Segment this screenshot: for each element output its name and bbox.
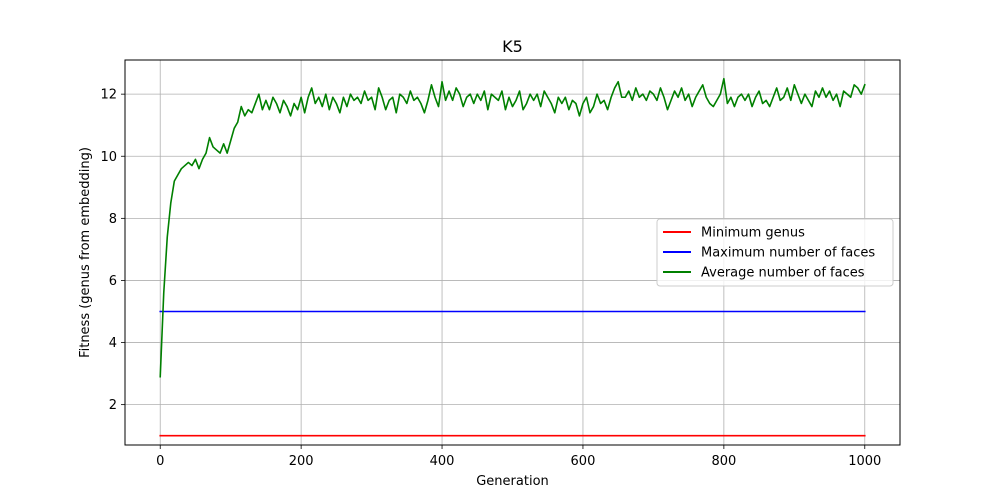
y-tick-label: 2 bbox=[109, 398, 117, 413]
legend: Minimum genus Maximum number of faces Av… bbox=[656, 218, 894, 287]
legend-box bbox=[656, 218, 894, 287]
chart-title: K5 bbox=[502, 37, 523, 56]
y-tick-label: 4 bbox=[109, 336, 117, 351]
y-tick-label: 8 bbox=[109, 212, 117, 227]
series-lines bbox=[159, 77, 866, 437]
y-tick-label: 6 bbox=[109, 274, 117, 289]
plot-frame bbox=[124, 59, 901, 446]
x-tick-label: 0 bbox=[156, 454, 164, 469]
legend-label-minimum-genus: Minimum genus bbox=[701, 226, 805, 241]
x-tick-label: 600 bbox=[571, 454, 596, 469]
legend-label-maximum-faces: Maximum number of faces bbox=[701, 246, 875, 261]
y-tick-label: 12 bbox=[100, 88, 117, 103]
x-tick-label: 1000 bbox=[848, 454, 881, 469]
x-tick-label: 800 bbox=[711, 454, 736, 469]
series-line-average-faces bbox=[159, 77, 866, 378]
x-tick-label: 200 bbox=[289, 454, 314, 469]
x-axis-label: Generation bbox=[476, 474, 549, 489]
x-tick-label: 400 bbox=[430, 454, 455, 469]
x-axis-ticks: 0 200 400 600 800 1000 bbox=[156, 445, 881, 469]
y-axis-ticks: 2 4 6 8 10 12 bbox=[100, 88, 125, 413]
legend-label-average-faces: Average number of faces bbox=[701, 266, 865, 281]
y-axis-label: Fitness (genus from embedding) bbox=[78, 147, 93, 358]
y-tick-label: 10 bbox=[100, 150, 117, 165]
